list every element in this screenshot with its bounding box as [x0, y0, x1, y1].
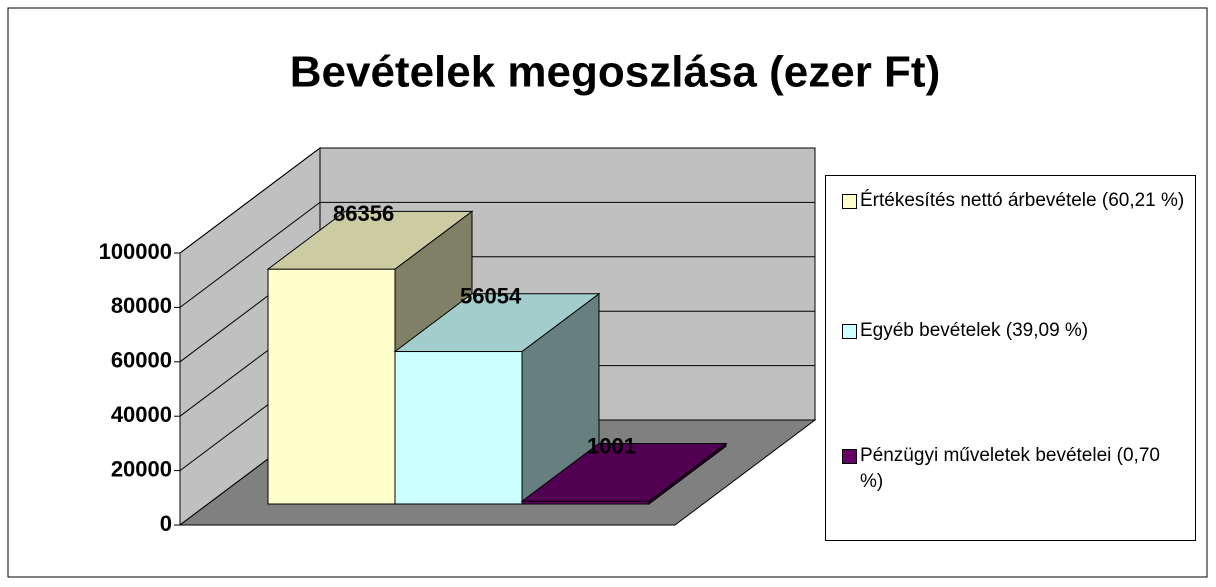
y-tick-label: 80000	[111, 293, 172, 318]
bar-top	[266, 210, 474, 270]
legend-label: Egyéb bevételek (39,09 %)	[860, 320, 1089, 341]
y-tick-label: 100000	[99, 239, 172, 264]
data-label: 56054	[460, 284, 522, 309]
legend-entry: Egyéb bevételek (39,09 %)	[842, 318, 1187, 344]
y-tick-label: 40000	[111, 402, 172, 427]
legend-swatch	[842, 324, 857, 339]
bar-top	[520, 443, 728, 502]
legend-label: Pénzügyi műveletek bevételei (0,70 %)	[860, 445, 1160, 492]
chart-title: Bevételek megoszlása (ezer Ft)	[290, 48, 941, 97]
legend-entry: Pénzügyi műveletek bevételei (0,70 %)	[842, 443, 1187, 495]
y-tick-label: 20000	[111, 456, 172, 481]
legend-label: Értékesítés nettó árbevétele (60,21 %)	[860, 190, 1185, 211]
bar-front	[394, 351, 523, 505]
data-label: 1001	[587, 433, 636, 458]
legend-entry: Értékesítés nettó árbevétele (60,21 %)	[842, 188, 1187, 214]
legend-swatch	[842, 194, 857, 209]
bar-front	[267, 268, 396, 505]
data-label: 86356	[333, 201, 394, 226]
y-tick-label: 60000	[111, 348, 172, 373]
grid-line	[179, 201, 815, 308]
legend: Értékesítés nettó árbevétele (60,21 %) Eg…	[825, 175, 1196, 541]
y-tick-label: 0	[160, 511, 172, 536]
grid-line	[179, 147, 815, 254]
bar-top	[393, 293, 601, 353]
legend-swatch	[842, 449, 857, 464]
